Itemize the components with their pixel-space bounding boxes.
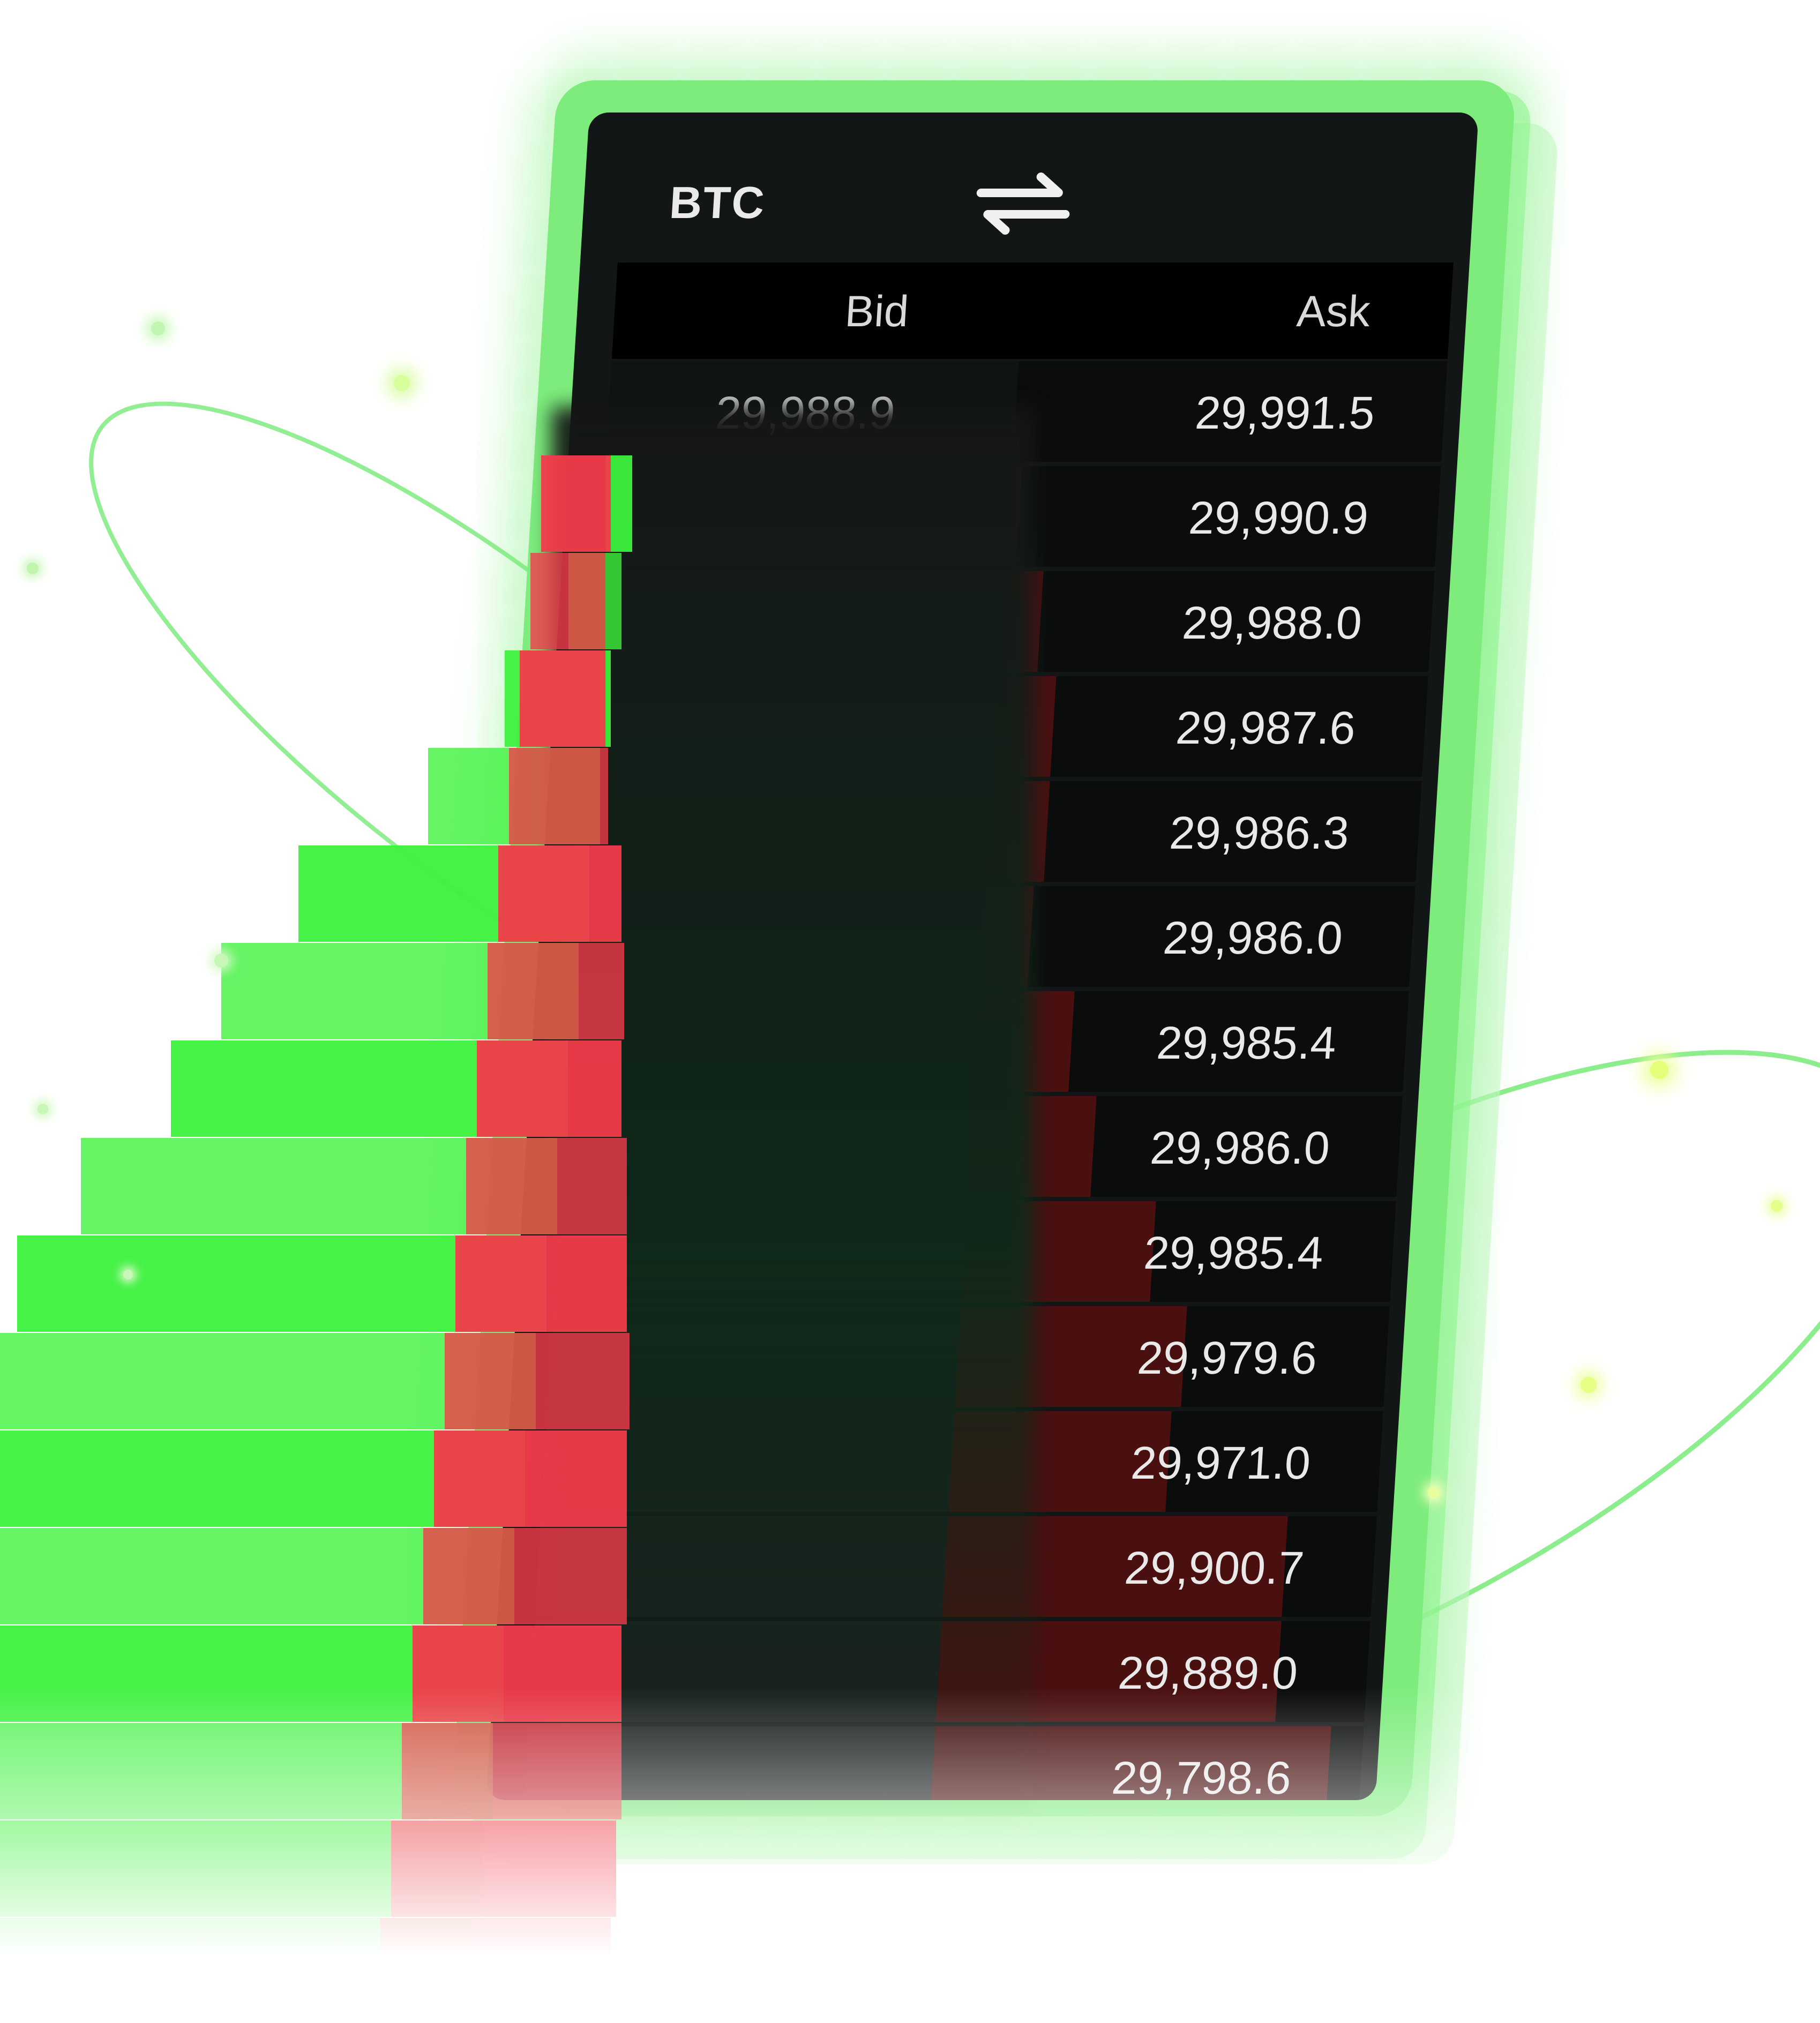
- ask-depth-overlay-bar: [477, 1040, 621, 1137]
- ask-depth-overlay-bar: [466, 1138, 627, 1234]
- ask-depth-overlay-bar: [520, 650, 605, 747]
- blurred-bid-panel: [552, 407, 1034, 1827]
- ask-depth-overlay-bar: [423, 1528, 627, 1624]
- sparkle: [38, 1104, 48, 1114]
- phone-screen: BTC Bid Ask 29,991.529,988.929,990.929,9…: [486, 113, 1479, 1800]
- ask-depth-overlay-bar: [445, 1333, 630, 1429]
- ask-depth-overlay-bar: [488, 943, 624, 1039]
- sparkle: [394, 375, 410, 391]
- ask-depth-overlay-bar: [434, 1430, 627, 1527]
- sparkle: [214, 954, 228, 968]
- ask-depth-overlay-bar: [530, 553, 605, 649]
- sparkle: [1428, 1487, 1440, 1498]
- sparkle: [1581, 1377, 1597, 1393]
- ask-depth-overlay-bar: [498, 845, 621, 942]
- swap-arrows-icon[interactable]: [968, 169, 1079, 238]
- ask-depth-overlay-bar: [541, 455, 611, 552]
- bottom-fade: [0, 1688, 1820, 2023]
- sparkle: [1771, 1200, 1782, 1212]
- sparkle: [123, 1270, 133, 1279]
- sparkle: [27, 563, 39, 574]
- sparkle: [151, 321, 165, 335]
- sparkle: [1650, 1061, 1668, 1079]
- ask-depth-overlay-bar: [455, 1235, 627, 1332]
- ask-depth-overlay-bar: [509, 748, 608, 844]
